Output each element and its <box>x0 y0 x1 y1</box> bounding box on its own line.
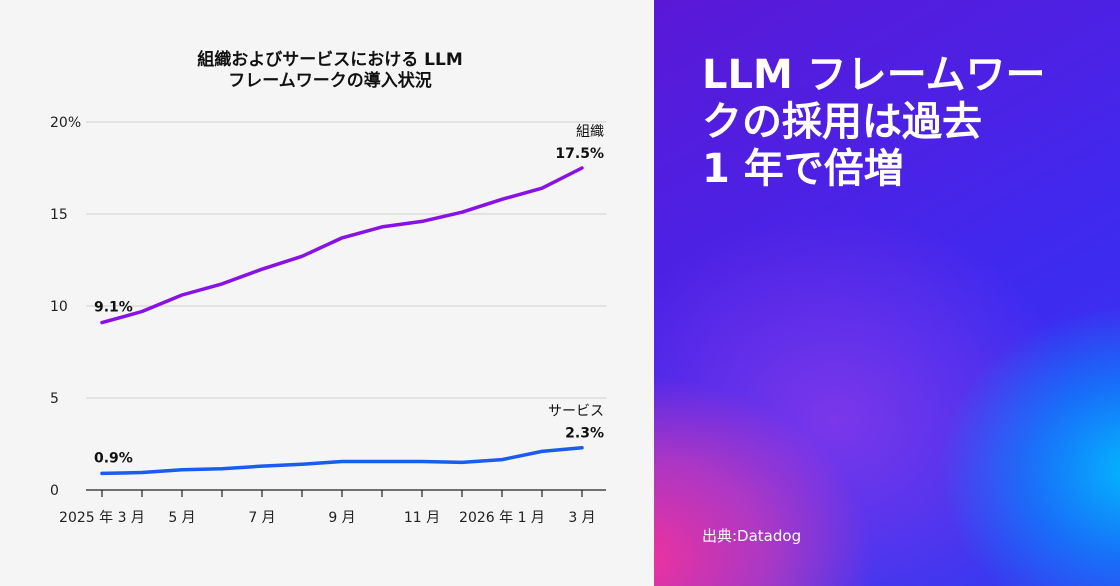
headline-line-1: LLM フレームワー <box>702 52 1046 98</box>
x-tick-label-3: 9 月 <box>328 510 355 526</box>
x-tick-label-2: 7 月 <box>248 510 275 526</box>
x-tick-label-5: 2026 年 1 月 <box>459 510 545 526</box>
source-note: 出典:Datadog <box>702 527 802 545</box>
series-start-label-service: 0.9% <box>94 450 133 466</box>
series-line-service <box>100 445 584 476</box>
chart-title-line-1: 組織およびサービスにおける LLM <box>197 50 463 70</box>
headline-panel: LLM フレームワー クの採用は過去 1 年で倍増 出典:Datadog <box>654 0 1120 586</box>
chart-panel: 組織およびサービスにおける LLM フレームワークの導入状況 0 5 10 15 20%… <box>50 50 606 526</box>
y-tick-label-0: 0 <box>50 483 59 499</box>
series-name-label-service: サービス <box>548 404 604 420</box>
x-tick-label-6: 3 月 <box>568 510 595 526</box>
y-tick-label-4: 20% <box>50 115 81 131</box>
y-tick-label-2: 10 <box>50 299 68 315</box>
series-name-label-organization: 組織 <box>576 124 604 140</box>
x-tick-label-1: 5 月 <box>168 510 195 526</box>
y-tick-label-3: 15 <box>50 207 68 223</box>
chart-title-line-2: フレームワークの導入状況 <box>228 71 432 91</box>
x-tick-label-4: 11 月 <box>404 510 440 526</box>
headline: LLM フレームワー クの採用は過去 1 年で倍増 <box>702 52 1102 193</box>
headline-line-2: クの採用は過去 <box>702 99 982 145</box>
series-end-label-service: 2.3% <box>565 426 604 442</box>
y-tick-label-1: 5 <box>50 391 59 407</box>
x-tick-label-0: 2025 年 3 月 <box>59 510 145 526</box>
line-chart: 0 5 10 15 20% 2025 年 3 月 5 月 7 月 9 月 11 月 2026 年 1… <box>50 115 606 526</box>
headline-line-3: 1 年で倍増 <box>702 146 904 192</box>
series-end-label-organization: 17.5% <box>555 146 604 162</box>
series-line-organization <box>100 166 584 325</box>
chart-title: 組織およびサービスにおける LLM フレームワークの導入状況 <box>100 50 560 92</box>
series-start-label-organization: 9.1% <box>94 300 133 316</box>
